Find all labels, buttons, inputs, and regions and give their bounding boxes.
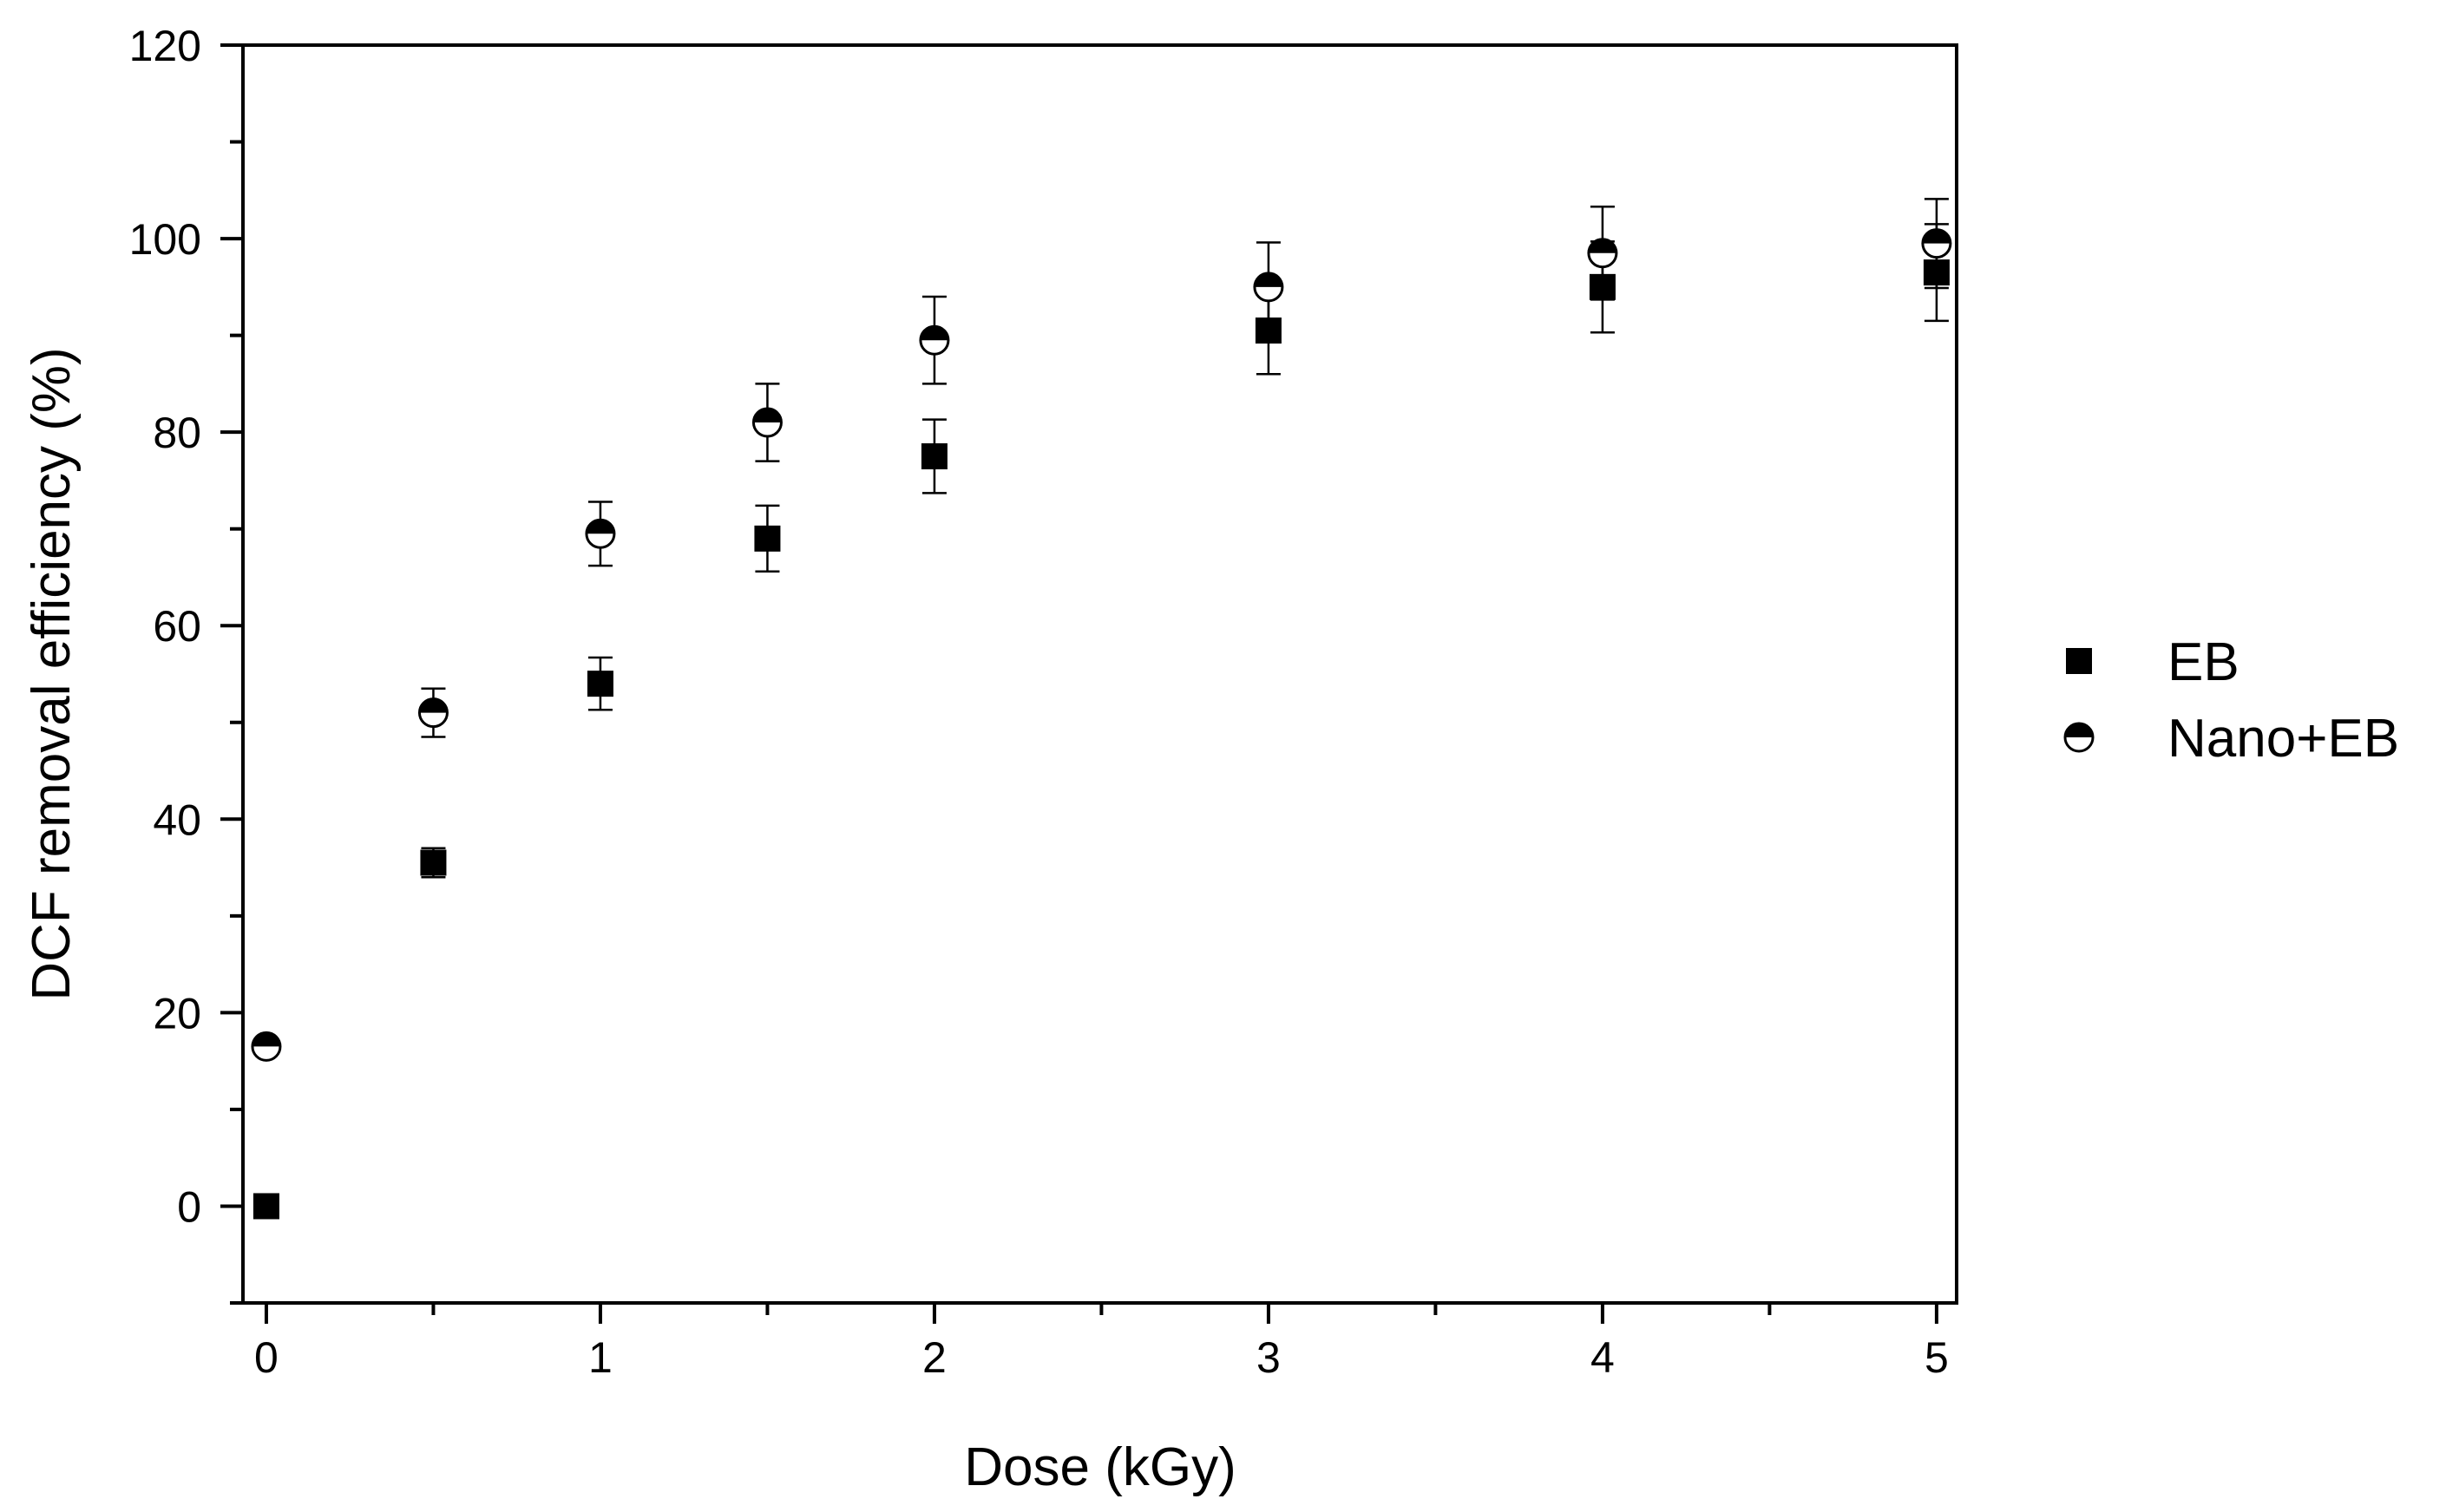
marker-fill-half xyxy=(419,698,448,713)
y-tick-label: 20 xyxy=(153,989,201,1037)
legend-marker xyxy=(2063,722,2095,753)
marker-fill-half xyxy=(586,520,614,534)
marker-fill-half xyxy=(1922,229,1951,244)
data-point xyxy=(1587,238,1618,269)
marker-fill-half xyxy=(753,409,782,422)
data-point xyxy=(252,1193,279,1220)
legend-label: Nano+EB xyxy=(2167,709,2399,769)
data-point xyxy=(417,697,449,729)
legend-label: EB xyxy=(2167,632,2239,692)
x-tick-label: 2 xyxy=(922,1333,947,1382)
x-tick-label: 5 xyxy=(1925,1333,1949,1382)
data-point xyxy=(751,407,783,438)
x-tick-label: 3 xyxy=(1256,1333,1281,1382)
data-point xyxy=(1921,228,1952,259)
data-point xyxy=(585,518,616,549)
y-tick-label: 120 xyxy=(129,22,201,70)
series-eb xyxy=(252,223,1950,1220)
data-point xyxy=(1253,272,1284,303)
x-tick-label: 1 xyxy=(588,1333,613,1382)
y-tick-label: 60 xyxy=(153,602,201,651)
data-point xyxy=(921,443,948,470)
x-axis-ticks: 0 1 2 3 4 5 xyxy=(254,1303,1949,1382)
series-nano-eb xyxy=(251,198,1952,1062)
data-point xyxy=(587,671,613,697)
y-axis-label: DCF removal efficiency (%) xyxy=(22,347,82,1000)
y-axis-ticks: 0 20 40 60 80 100 120 xyxy=(129,22,243,1305)
data-point xyxy=(251,1031,282,1062)
plot-frame xyxy=(241,43,1958,1305)
y-tick-label: 0 xyxy=(177,1182,201,1231)
marker-fill-half xyxy=(252,1032,280,1047)
data-point xyxy=(420,849,447,876)
y-tick-label: 80 xyxy=(153,409,201,457)
y-tick-label: 40 xyxy=(153,795,201,844)
marker-fill-half xyxy=(2065,723,2093,737)
marker-fill-half xyxy=(920,326,948,341)
data-point xyxy=(919,324,950,356)
legend-marker xyxy=(2066,648,2092,674)
data-point xyxy=(754,525,781,552)
y-tick-label: 100 xyxy=(129,215,201,264)
x-axis-label: Dose (kGy) xyxy=(964,1437,1236,1497)
data-series xyxy=(251,198,1952,1220)
x-tick-label: 4 xyxy=(1590,1333,1615,1382)
marker-fill-half xyxy=(1254,272,1282,287)
marker-fill-half xyxy=(1588,239,1616,253)
legend: EB Nano+EB xyxy=(2063,632,2399,769)
x-tick-label: 0 xyxy=(254,1333,279,1382)
